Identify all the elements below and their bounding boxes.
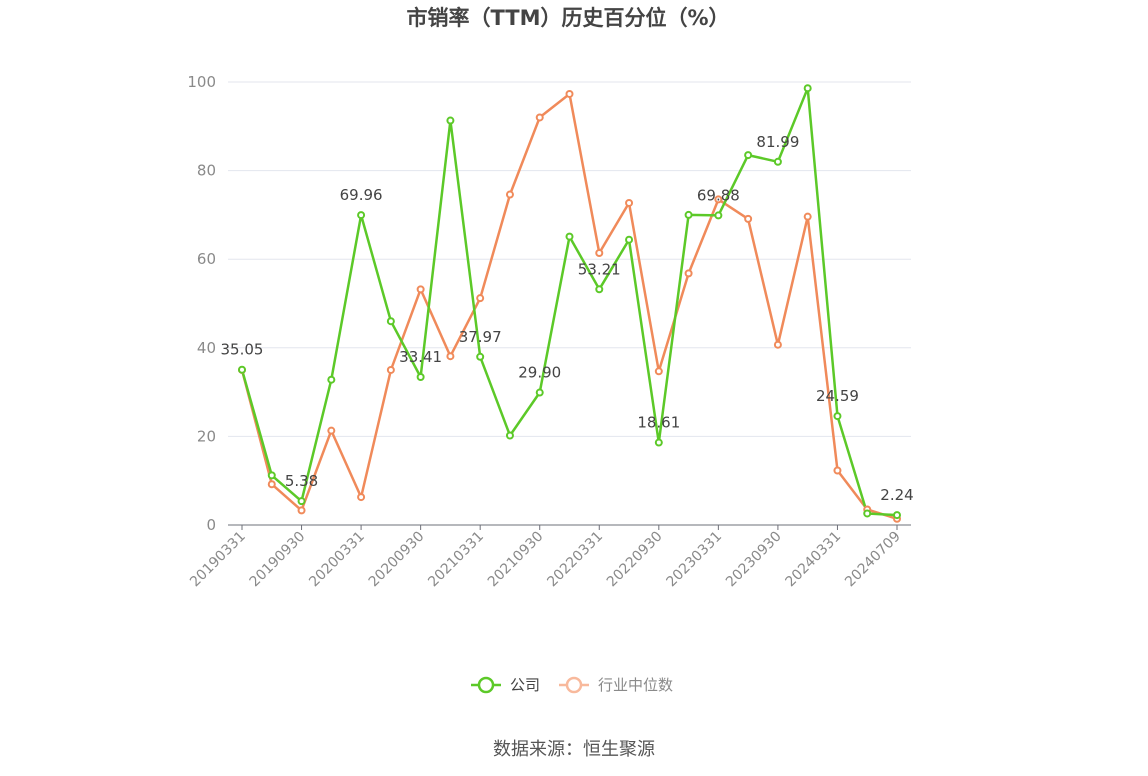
y-tick-label: 80 [197,162,216,180]
data-label: 5.38 [285,472,318,490]
x-tick-label: 20220331 [544,529,606,591]
legend-marker [477,676,495,694]
x-tick-label: 20190331 [187,529,249,591]
series-line-1 [240,92,898,520]
data-label: 53.21 [578,260,621,278]
x-tick-label: 20200331 [306,529,368,591]
data-point[interactable] [505,190,514,199]
data-point[interactable] [595,285,604,294]
y-tick-label: 40 [197,339,216,357]
data-point[interactable] [446,352,455,361]
x-tick-label: 20230331 [663,529,725,591]
y-axis: 0 20 40 60 80 100 [187,73,216,534]
y-tick-label: 0 [206,516,216,534]
x-tick-label: 20230930 [723,529,785,591]
data-point[interactable] [238,365,246,374]
data-point[interactable] [535,388,544,397]
x-tick-label: 20220930 [604,529,666,591]
data-point[interactable] [625,198,634,207]
x-tick-label: 20240709 [842,529,904,591]
data-point[interactable] [833,412,842,421]
data-point[interactable] [595,248,604,257]
data-point[interactable] [654,438,663,447]
data-point[interactable] [744,151,753,160]
data-label: 2.24 [880,486,913,504]
series-lines [240,86,898,520]
data-label: 18.61 [637,414,680,432]
source-note: 数据来源：恒生聚源 [493,739,655,760]
legend-item-1[interactable]: 行业中位数 [559,676,673,694]
data-point[interactable] [327,375,336,384]
data-point[interactable] [803,84,812,93]
data-point[interactable] [893,511,901,520]
data-point[interactable] [297,497,306,506]
data-point[interactable] [446,116,455,125]
data-point[interactable] [476,294,485,303]
data-point[interactable] [625,235,634,244]
x-tick-label: 20240331 [783,529,845,591]
data-label: 33.41 [399,348,442,366]
data-point[interactable] [833,466,842,475]
legend-marker [565,676,583,694]
data-label: 24.59 [816,387,859,405]
data-point[interactable] [357,493,366,502]
data-point[interactable] [863,509,872,518]
data-point[interactable] [803,212,812,221]
data-point[interactable] [476,352,485,361]
legend-label: 行业中位数 [598,676,673,694]
data-point[interactable] [744,214,753,223]
data-label: 35.05 [221,341,264,359]
data-labels: 35.05 5.38 69.96 33.41 37.97 29.90 53.21 18.61 6… [221,133,914,504]
data-point[interactable] [773,157,782,166]
x-tick-label: 20210930 [485,529,547,591]
grid [228,81,911,437]
data-label: 81.99 [756,133,799,151]
legend-item-0[interactable]: 公司 [471,676,540,694]
data-label: 69.96 [340,186,383,204]
data-point[interactable] [684,210,693,219]
x-axis: 2019033120190930202003312020093020210331… [187,524,911,591]
legend[interactable]: 公司 行业中位数 [471,676,673,694]
y-tick-label: 20 [197,427,216,445]
data-point[interactable] [535,113,544,122]
data-point[interactable] [714,195,723,204]
x-tick-label: 20190930 [247,529,309,591]
data-points [238,84,901,523]
data-point[interactable] [654,367,663,376]
data-point[interactable] [565,89,574,98]
x-tick-label: 20200930 [366,529,428,591]
data-point[interactable] [684,269,693,278]
data-point[interactable] [416,285,425,294]
data-point[interactable] [565,232,574,241]
data-point[interactable] [357,211,366,220]
data-label: 69.88 [697,186,740,204]
data-point[interactable] [386,365,395,374]
data-point[interactable] [267,480,276,489]
x-tick-label: 20210331 [425,529,487,591]
data-point[interactable] [267,471,276,480]
chart-title: 市销率（TTM）历史百分位（%） [406,6,729,30]
data-label: 37.97 [459,328,502,346]
y-tick-label: 100 [187,73,216,91]
data-point[interactable] [773,340,782,349]
data-point[interactable] [327,426,336,435]
y-tick-label: 60 [197,250,216,268]
data-point[interactable] [297,506,306,515]
data-point[interactable] [416,372,425,381]
data-point[interactable] [714,211,723,220]
legend-label: 公司 [510,676,540,694]
data-point[interactable] [386,317,395,326]
data-label: 29.90 [518,364,561,382]
data-point[interactable] [505,431,514,440]
